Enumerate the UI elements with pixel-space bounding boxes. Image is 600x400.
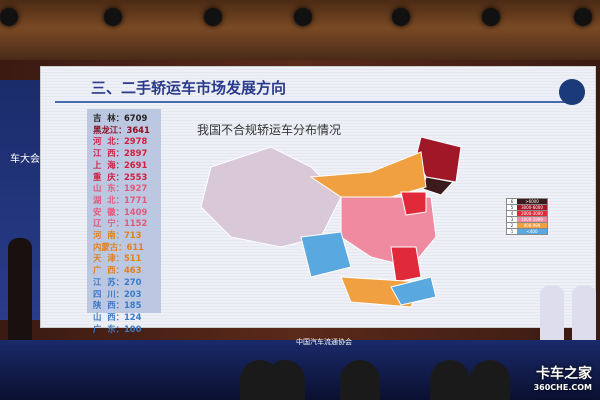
legend-row: 5 3000-6000 — [506, 204, 548, 211]
stage-light — [392, 8, 410, 26]
legend-level: 2 — [507, 223, 517, 228]
province-item: 陕 西：185 — [93, 300, 142, 311]
stage-light — [204, 8, 222, 26]
province-item: 江 苏：270 — [93, 276, 142, 287]
watermark-brand: 卡车之家 — [536, 366, 592, 382]
stage-light — [294, 8, 312, 26]
legend-row: 3 1000-1999 — [506, 216, 548, 223]
audience-head — [470, 360, 510, 400]
china-map — [200, 137, 462, 307]
legend-range: 3000-6000 — [517, 205, 547, 210]
footer-text: 中国汽车流通协会 — [296, 338, 352, 346]
province-item: 山 西：124 — [93, 311, 142, 322]
province-item: 内蒙古：611 — [93, 241, 144, 252]
map-region-jiangxi — [390, 246, 422, 283]
map-region-west — [200, 146, 342, 248]
legend-row: 2 400-999 — [506, 222, 548, 229]
province-item: 江 西：2897 — [93, 148, 148, 159]
slide-title: 三、二手轿运车市场发展方向 — [91, 79, 287, 97]
province-item: 黑龙江：3641 — [93, 124, 150, 135]
province-item: 山 东：1927 — [93, 183, 148, 194]
province-item: 广 西：463 — [93, 265, 142, 276]
map-legend: 6 >6000 5 3000-6000 4 2000-3000 3 1000-1999 2 400… — [506, 198, 548, 235]
audience-head — [430, 360, 470, 400]
province-list: 吉 林：6709 黑龙江：3641 河 北：2978 江 西：2897 上 海：2691… — [87, 109, 161, 334]
map-region-guangdong — [390, 276, 437, 306]
banner-text: 车大会 — [10, 154, 40, 165]
watermark-url: 360CHE.COM — [533, 383, 592, 392]
projection-screen: 三、二手轿运车市场发展方向 吉 林：6709 黑龙江：3641 河 北：2978 江 … — [40, 66, 596, 334]
province-item: 天 津：511 — [93, 253, 142, 264]
legend-row: 4 2000-3000 — [506, 210, 548, 217]
province-item: 四 川：203 — [93, 288, 142, 299]
ceiling — [0, 0, 600, 70]
title-divider — [55, 101, 575, 103]
stage-light — [574, 8, 592, 26]
province-item: 辽 宁：1152 — [93, 218, 148, 229]
province-item: 河 南：713 — [93, 230, 142, 241]
cplp-logo — [559, 79, 585, 105]
legend-level: 6 — [507, 199, 517, 204]
stage — [0, 340, 600, 400]
audience-head — [340, 360, 380, 400]
province-item: 安 徽：1409 — [93, 206, 148, 217]
watermark: 卡车之家 360CHE.COM — [534, 363, 592, 392]
stage-light — [104, 8, 122, 26]
stage-light — [482, 8, 500, 26]
audience-head — [265, 360, 305, 400]
stage-light — [0, 8, 18, 26]
province-item: 吉 林：6709 — [93, 113, 148, 123]
legend-range: <400 — [517, 229, 547, 234]
legend-level: 1 — [507, 229, 517, 234]
province-item: 重 庆：2553 — [93, 171, 148, 182]
map-region-hebei — [400, 191, 427, 216]
legend-level: 3 — [507, 217, 517, 222]
map-region-sichuan — [300, 231, 352, 278]
province-item: 上 海：2691 — [93, 159, 148, 170]
legend-range: 1000-1999 — [517, 217, 547, 222]
legend-row: 1 <400 — [506, 228, 548, 235]
map-title: 我国不合规轿运车分布情况 — [197, 123, 342, 137]
province-item: 广 东：100 — [93, 323, 142, 334]
legend-row: 6 >6000 — [506, 198, 548, 205]
province-item: 湖 北：1771 — [93, 194, 148, 205]
legend-level: 4 — [507, 211, 517, 216]
legend-range: 400-999 — [517, 223, 547, 228]
province-item: 河 北：2978 — [93, 136, 148, 147]
legend-range: >6000 — [517, 199, 547, 204]
legend-level: 5 — [507, 205, 517, 210]
legend-range: 2000-3000 — [517, 211, 547, 216]
